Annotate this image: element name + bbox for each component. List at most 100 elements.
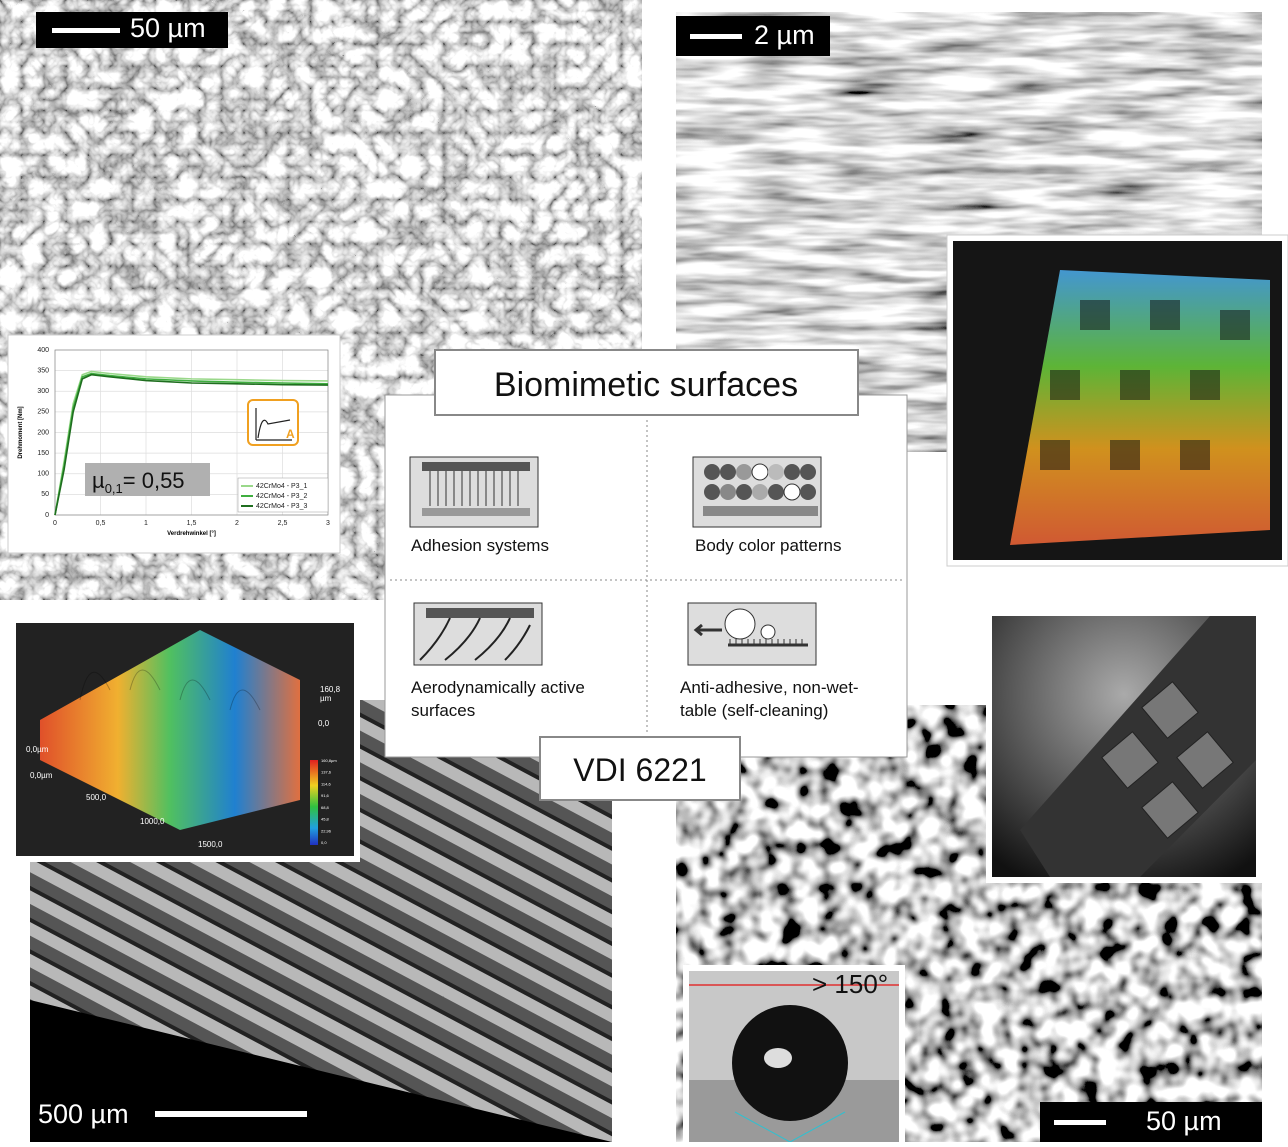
sem-top-right-part — [690, 34, 742, 39]
center-diagram-part-part — [800, 484, 816, 500]
colorbar-label: 137,6 — [321, 770, 332, 775]
annotation: µ0,1= 0,55 — [92, 468, 185, 496]
hologram-photo-part-part — [1110, 440, 1140, 470]
sem-bottom-left-part — [30, 1000, 612, 1142]
y-tick-label: 100 — [37, 471, 49, 478]
icon-label: A — [286, 427, 295, 441]
surface-plot-inset-part — [40, 630, 300, 830]
plot-frame — [54, 349, 329, 516]
colorbar-label: 45,8 — [321, 817, 330, 822]
y-tick-label: 50 — [41, 491, 49, 498]
x-tick-label: 0,5 — [96, 520, 106, 527]
contact-angle-inset: > 150° — [683, 965, 905, 1143]
diagram-footer: VDI 6221 — [573, 752, 706, 788]
center-diagram-part-part — [800, 464, 816, 480]
center-diagram-part-part — [784, 464, 800, 480]
surface-plot-inset-part — [79, 669, 261, 711]
surface-plot-inset-part-part — [229, 689, 261, 711]
sem-bottom-right-part — [1054, 1120, 1106, 1125]
surface-zero-label: 0,0 — [318, 719, 330, 728]
center-diagram-part — [729, 639, 803, 645]
annotation-part: = 0,55 — [123, 468, 185, 493]
colorbar-label: 68,8 — [321, 805, 330, 810]
center-diagram-part — [704, 463, 816, 501]
surface-plot-inset-part-part — [79, 671, 111, 701]
hologram-photo — [946, 234, 1288, 567]
center-diagram-part-part — [751, 463, 769, 481]
diagram-title: Biomimetic surfaces — [494, 366, 798, 404]
scale-bar-label: 50 µm — [1146, 1106, 1222, 1136]
chip-photo-part — [1101, 681, 1234, 839]
cell-label: Adhesion systems — [411, 536, 549, 555]
annotation-part: µ — [92, 468, 105, 493]
y-tick-label: 200 — [37, 429, 49, 436]
chip-photo-part-part — [1101, 731, 1159, 789]
center-diagram-part-part — [768, 484, 784, 500]
surface-plot-inset-part — [310, 760, 318, 845]
y-tick-label: 0 — [45, 512, 49, 519]
cell-label: Body color patterns — [695, 536, 841, 555]
center-diagram-part — [760, 624, 776, 640]
x-tick-label: 2 — [235, 520, 239, 527]
hologram-photo-part — [1010, 270, 1270, 545]
cell-label-part: Anti-adhesive, non-wet- — [680, 678, 859, 697]
surface-axis-label: 0,0µm — [26, 745, 49, 754]
center-diagram-part — [703, 506, 818, 516]
colorbar-label: 22,96 — [321, 828, 332, 833]
hologram-photo-part-part — [1180, 440, 1210, 470]
legend-label: 42CrMo4 - P3_2 — [256, 493, 307, 500]
surface-plot-inset-part-part — [129, 669, 161, 691]
colorbar-label: 160,8µm — [321, 758, 337, 763]
x-tick-label: 3 — [326, 520, 330, 527]
center-diagram-part — [422, 462, 530, 471]
sem-bottom-left-part — [155, 1111, 307, 1117]
center-diagram-part — [539, 736, 741, 801]
cell-label: Anti-adhesive, non-wet-table (self-clean… — [680, 678, 859, 720]
contact-angle-label: > 150° — [812, 969, 888, 999]
scale-bar-label: 50 µm — [130, 13, 206, 43]
scale-bar-label: 500 µm — [38, 1099, 129, 1129]
cell-label-part: Aerodynamically active — [411, 678, 585, 697]
center-diagram-part — [693, 623, 722, 637]
center-diagram-part-part — [783, 483, 801, 501]
x-tick-label: 2,5 — [278, 520, 288, 527]
chip-photo — [986, 610, 1262, 883]
annotation-part: 0,1 — [105, 481, 123, 496]
x-tick-label: 1,5 — [187, 520, 197, 527]
hologram-photo-part-part — [1190, 370, 1220, 400]
annotation-box — [85, 463, 210, 496]
scale-bar-label: 2 µm — [754, 20, 815, 50]
torque-chart: 0 50 100 150 200 250 300 350 400 0 0,5 1 1,5 2 2,5 3 Ver… — [7, 334, 341, 554]
contact-angle-inset-part — [764, 1048, 792, 1068]
hologram-photo-part-part — [1050, 370, 1080, 400]
center-diagram-part-part — [736, 484, 752, 500]
surface-axis-label: 0,0µm — [30, 771, 53, 780]
center-diagram-part — [724, 608, 756, 640]
hologram-photo-part-part — [1080, 300, 1110, 330]
surface-axis-label: 1500,0 — [198, 840, 223, 849]
center-diagram-part-part — [704, 464, 720, 480]
surface-plot-inset-part-part — [179, 679, 211, 701]
x-axis-label: Verdrehwinkel [°] — [167, 531, 216, 537]
hologram-photo-part-part — [1040, 440, 1070, 470]
data-line — [54, 373, 329, 516]
colorbar-labels: 160,8µm 137,6 114,6 91,6 68,8 45,8 22,96 0,0 — [321, 758, 337, 845]
cell-label-part: surfaces — [411, 701, 475, 720]
hologram-photo-part-part — [1150, 300, 1180, 330]
legend-label: 42CrMo4 - P3_1 — [256, 483, 307, 490]
chip-photo-part-part — [1141, 781, 1199, 839]
surface-axis-label: 1000,0 — [140, 817, 165, 826]
surface-max-label-part: µm — [320, 694, 332, 703]
y-tick-label: 250 — [37, 409, 49, 416]
y-tick-label: 400 — [37, 347, 49, 354]
chip-photo-part-part — [1141, 681, 1199, 739]
center-diagram-part — [384, 394, 908, 758]
cell-label: Aerodynamically active surfaces — [411, 678, 585, 720]
y-tick-label: 300 — [37, 388, 49, 395]
center-diagram-part — [419, 617, 531, 661]
chip-photo-part-part — [1176, 731, 1234, 789]
center-diagram-part — [426, 608, 534, 618]
y-axis-label: Drehmoment [Nm] — [18, 406, 24, 458]
hologram-photo-part — [1040, 300, 1250, 470]
center-diagram-part — [422, 508, 530, 516]
